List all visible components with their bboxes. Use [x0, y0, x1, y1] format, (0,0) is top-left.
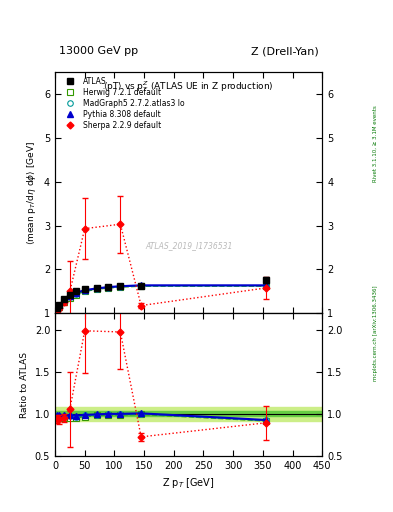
Line: Pythia 8.308 default: Pythia 8.308 default [53, 282, 269, 312]
Text: $\langle$pT$\rangle$ vs p$_T^Z$ (ATLAS UE in Z production): $\langle$pT$\rangle$ vs p$_T^Z$ (ATLAS U… [103, 79, 274, 94]
Sherpa 2.2.9 default [263, 285, 268, 291]
MadGraph5 2.7.2.atlas3 lo [62, 298, 66, 304]
Pythia 8.308 default [57, 303, 62, 309]
Sherpa 2.2.9 default [139, 303, 143, 309]
ATLAS [62, 296, 66, 303]
Y-axis label: $\langle$mean p$_T$/d$\eta$ d$\phi$$\rangle$ [GeV]: $\langle$mean p$_T$/d$\eta$ d$\phi$$\ran… [26, 141, 39, 245]
Pythia 8.308 default [106, 284, 111, 290]
Herwig 7.2.1 default [62, 299, 66, 305]
Pythia 8.308 default [263, 282, 268, 288]
Pythia 8.308 default [83, 287, 87, 293]
Pythia 8.308 default [73, 290, 78, 296]
Herwig 7.2.1 default [83, 288, 87, 294]
MadGraph5 2.7.2.atlas3 lo [83, 288, 87, 294]
Text: 13000 GeV pp: 13000 GeV pp [59, 46, 138, 56]
Bar [55, 411, 322, 416]
ATLAS [94, 285, 99, 291]
Line: Sherpa 2.2.9 default: Sherpa 2.2.9 default [54, 222, 268, 314]
MadGraph5 2.7.2.atlas3 lo [54, 307, 59, 313]
Pythia 8.308 default [68, 293, 72, 299]
Sherpa 2.2.9 default [68, 288, 72, 294]
ATLAS [263, 276, 268, 283]
ATLAS [68, 292, 72, 298]
Sherpa 2.2.9 default [62, 300, 66, 306]
ATLAS [83, 286, 87, 292]
ATLAS [73, 288, 78, 294]
Herwig 7.2.1 default [139, 283, 143, 289]
Pythia 8.308 default [62, 297, 66, 303]
Sherpa 2.2.9 default [57, 305, 62, 311]
Text: mcplots.cern.ch [arXiv:1306.3436]: mcplots.cern.ch [arXiv:1306.3436] [373, 285, 378, 380]
X-axis label: Z p$_T$ [GeV]: Z p$_T$ [GeV] [162, 476, 215, 490]
Herwig 7.2.1 default [54, 307, 59, 313]
MadGraph5 2.7.2.atlas3 lo [68, 294, 72, 300]
Herwig 7.2.1 default [118, 284, 123, 290]
MadGraph5 2.7.2.atlas3 lo [57, 303, 62, 309]
Herwig 7.2.1 default [73, 291, 78, 297]
Text: Z (Drell-Yan): Z (Drell-Yan) [251, 46, 318, 56]
Line: ATLAS: ATLAS [53, 276, 269, 311]
Pythia 8.308 default [118, 283, 123, 289]
MadGraph5 2.7.2.atlas3 lo [106, 285, 111, 291]
Herwig 7.2.1 default [68, 295, 72, 301]
Pythia 8.308 default [139, 282, 143, 288]
Legend: ATLAS, Herwig 7.2.1 default, MadGraph5 2.7.2.atlas3 lo, Pythia 8.308 default, Sh: ATLAS, Herwig 7.2.1 default, MadGraph5 2… [59, 75, 185, 131]
ATLAS [106, 284, 111, 290]
ATLAS [118, 283, 123, 289]
Line: Herwig 7.2.1 default: Herwig 7.2.1 default [54, 284, 269, 313]
ATLAS [139, 283, 143, 289]
Herwig 7.2.1 default [57, 304, 62, 310]
MadGraph5 2.7.2.atlas3 lo [139, 283, 143, 289]
Text: Rivet 3.1.10, ≥ 3.1M events: Rivet 3.1.10, ≥ 3.1M events [373, 105, 378, 182]
Herwig 7.2.1 default [106, 285, 111, 291]
ATLAS [57, 302, 62, 308]
Herwig 7.2.1 default [94, 286, 99, 292]
Y-axis label: Ratio to ATLAS: Ratio to ATLAS [20, 352, 29, 418]
MadGraph5 2.7.2.atlas3 lo [263, 283, 268, 289]
MadGraph5 2.7.2.atlas3 lo [73, 291, 78, 297]
MadGraph5 2.7.2.atlas3 lo [94, 286, 99, 292]
ATLAS [54, 305, 59, 311]
Sherpa 2.2.9 default [118, 221, 123, 227]
MadGraph5 2.7.2.atlas3 lo [118, 284, 123, 290]
Pythia 8.308 default [54, 306, 59, 312]
Sherpa 2.2.9 default [83, 226, 87, 232]
Text: ATLAS_2019_I1736531: ATLAS_2019_I1736531 [145, 241, 232, 250]
Line: MadGraph5 2.7.2.atlas3 lo: MadGraph5 2.7.2.atlas3 lo [54, 283, 269, 313]
Bar [55, 407, 322, 420]
Herwig 7.2.1 default [263, 283, 268, 289]
Pythia 8.308 default [94, 285, 99, 291]
Sherpa 2.2.9 default [54, 308, 59, 314]
